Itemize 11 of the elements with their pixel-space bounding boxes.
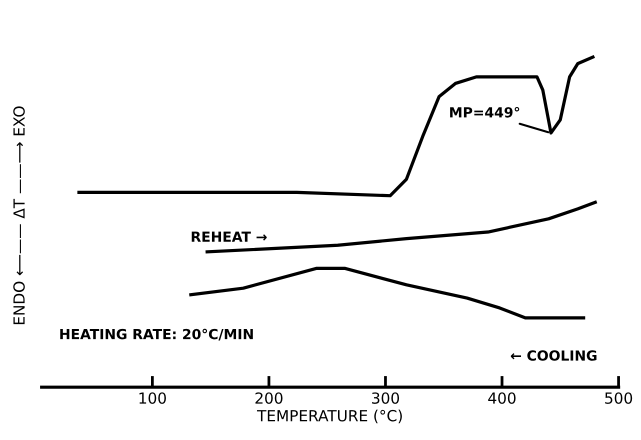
series-label: REHEAT → bbox=[192, 232, 267, 242]
y-axis-title: ENDO ⟵—— ΔT ——⟶ EXO bbox=[13, 106, 25, 324]
x-tick-label: 400 bbox=[488, 392, 516, 404]
x-tick-label: 100 bbox=[139, 392, 166, 404]
annotation: MP=449° bbox=[450, 106, 520, 118]
annotation: HEATING RATE: 20°C/MIN bbox=[60, 328, 253, 340]
x-tick-label: 200 bbox=[255, 392, 282, 404]
text: ← COOLING bbox=[510, 350, 596, 361]
x-axis-title: TEMPERATURE (°C) bbox=[256, 410, 402, 424]
x-tick-label: 500 bbox=[605, 392, 632, 404]
x-tick-label: 300 bbox=[372, 392, 400, 404]
